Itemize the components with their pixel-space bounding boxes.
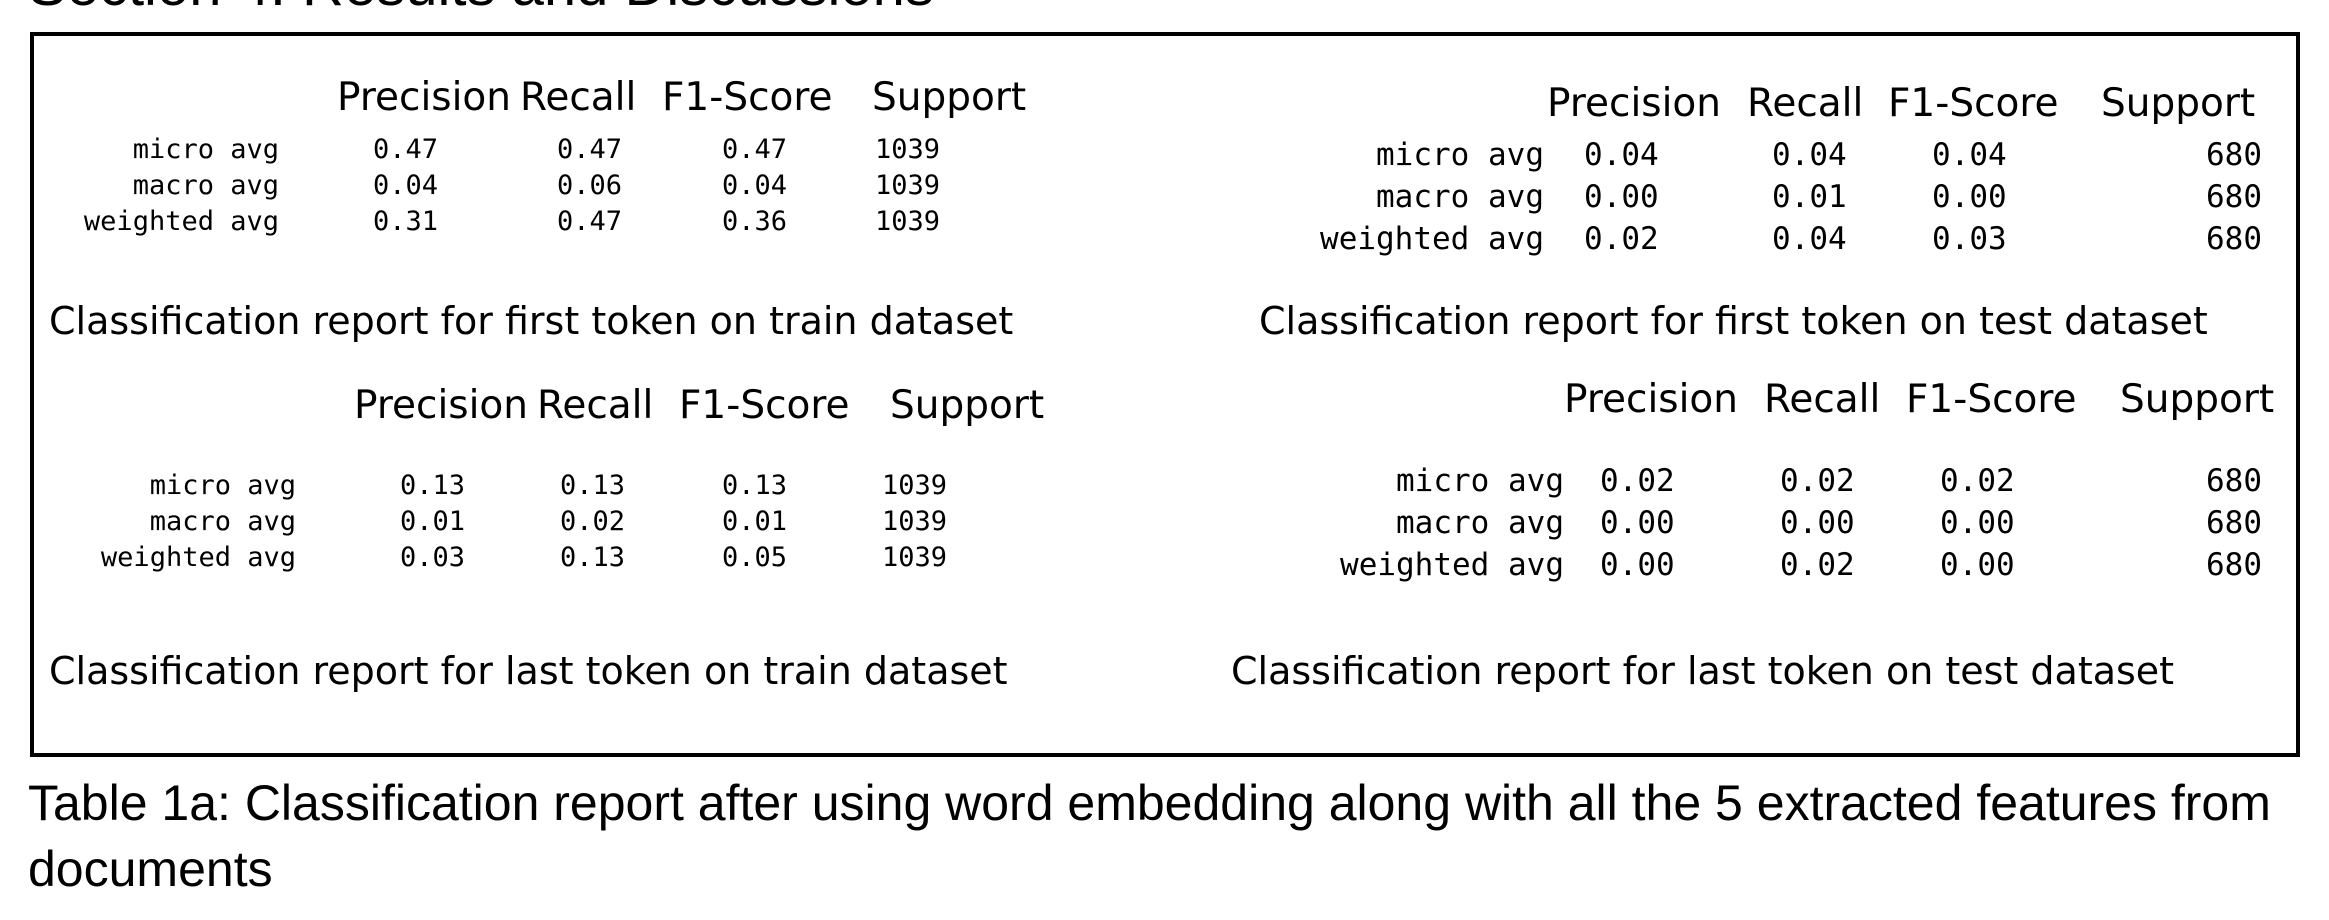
- cell-f1-score: 0.01: [722, 506, 788, 537]
- cell-precision: 0.02: [1600, 463, 1675, 499]
- cell-f1-score: 0.04: [722, 170, 788, 201]
- cell-precision: 0.47: [373, 134, 439, 165]
- cell-precision: 0.04: [373, 170, 439, 201]
- row-label: macro avg: [1376, 179, 1544, 215]
- cell-f1-score: 0.00: [1940, 547, 2015, 583]
- cell-recall: 0.02: [1780, 463, 1855, 499]
- cell-recall: 0.04: [1772, 221, 1847, 257]
- row-label: weighted avg: [100, 542, 296, 573]
- cell-f1-score: 0.04: [1932, 137, 2007, 173]
- row-label: macro avg: [132, 170, 279, 201]
- cell-f1-score: 0.02: [1940, 463, 2015, 499]
- cell-precision: 0.04: [1584, 137, 1659, 173]
- cell-recall: 0.47: [557, 134, 623, 165]
- column-header-support: Support: [2101, 81, 2256, 126]
- cell-f1-score: 0.05: [722, 542, 788, 573]
- cell-precision: 0.00: [1584, 179, 1659, 215]
- column-header-precision: Precision: [1564, 377, 1739, 422]
- cell-f1-score: 0.13: [722, 470, 788, 501]
- cell-precision: 0.00: [1600, 547, 1675, 583]
- report-caption: Classification report for last token on …: [1231, 649, 2175, 693]
- cell-recall: 0.13: [560, 542, 626, 573]
- row-label: micro avg: [1396, 463, 1564, 499]
- cell-support: 680: [2206, 547, 2262, 583]
- figure-frame: Precision Recall F1-Score Support micro …: [30, 32, 2300, 757]
- report-caption: Classification report for first token on…: [49, 299, 1014, 343]
- cell-f1-score: 0.36: [722, 206, 788, 237]
- cell-support: 1039: [882, 506, 948, 537]
- report-caption: Classification report for first token on…: [1259, 299, 2208, 343]
- cell-precision: 0.00: [1600, 505, 1675, 541]
- cell-f1-score: 0.00: [1932, 179, 2007, 215]
- cell-support: 1039: [875, 134, 941, 165]
- row-label: micro avg: [149, 470, 296, 501]
- row-label: macro avg: [149, 506, 296, 537]
- cell-f1-score: 0.00: [1940, 505, 2015, 541]
- column-header-precision: Precision: [337, 75, 512, 120]
- cell-recall: 0.00: [1780, 505, 1855, 541]
- column-header-precision: Precision: [354, 383, 529, 428]
- cell-support: 680: [2206, 463, 2262, 499]
- column-header-recall: Recall: [1747, 81, 1864, 126]
- cell-support: 1039: [875, 206, 941, 237]
- cut-off-section-heading: Section 4: Results and Discussions: [28, 0, 934, 15]
- cell-recall: 0.47: [557, 206, 623, 237]
- column-header-recall: Recall: [520, 75, 637, 120]
- cell-precision: 0.02: [1584, 221, 1659, 257]
- cell-recall: 0.13: [560, 470, 626, 501]
- cell-f1-score: 0.03: [1932, 221, 2007, 257]
- column-header-support: Support: [890, 383, 1045, 428]
- cell-support: 1039: [882, 542, 948, 573]
- table-caption: Table 1a: Classification report after us…: [28, 775, 2271, 897]
- cell-support: 1039: [875, 170, 941, 201]
- cell-precision: 0.01: [400, 506, 466, 537]
- row-label: weighted avg: [1320, 221, 1544, 257]
- report-caption: Classification report for last token on …: [49, 649, 1008, 693]
- column-header-f1-score: F1-Score: [662, 75, 833, 120]
- row-label: macro avg: [1396, 505, 1564, 541]
- cell-recall: 0.02: [1780, 547, 1855, 583]
- cell-support: 680: [2206, 221, 2262, 257]
- cell-recall: 0.06: [557, 170, 623, 201]
- column-header-support: Support: [2120, 377, 2275, 422]
- row-label: weighted avg: [83, 206, 279, 237]
- column-header-support: Support: [872, 75, 1027, 120]
- column-header-f1-score: F1-Score: [1888, 81, 2059, 126]
- column-header-recall: Recall: [537, 383, 654, 428]
- column-header-precision: Precision: [1547, 81, 1722, 126]
- cell-f1-score: 0.47: [722, 134, 788, 165]
- cell-precision: 0.13: [400, 470, 466, 501]
- row-label: weighted avg: [1340, 547, 1564, 583]
- cell-support: 680: [2206, 505, 2262, 541]
- cell-recall: 0.02: [560, 506, 626, 537]
- cell-precision: 0.03: [400, 542, 466, 573]
- column-header-f1-score: F1-Score: [1906, 377, 2077, 422]
- cell-precision: 0.31: [373, 206, 439, 237]
- column-header-recall: Recall: [1764, 377, 1881, 422]
- cell-recall: 0.04: [1772, 137, 1847, 173]
- cell-support: 680: [2206, 137, 2262, 173]
- row-label: micro avg: [1376, 137, 1544, 173]
- cell-support: 680: [2206, 179, 2262, 215]
- row-label: micro avg: [132, 134, 279, 165]
- cell-recall: 0.01: [1772, 179, 1847, 215]
- cell-support: 1039: [882, 470, 948, 501]
- column-header-f1-score: F1-Score: [679, 383, 850, 428]
